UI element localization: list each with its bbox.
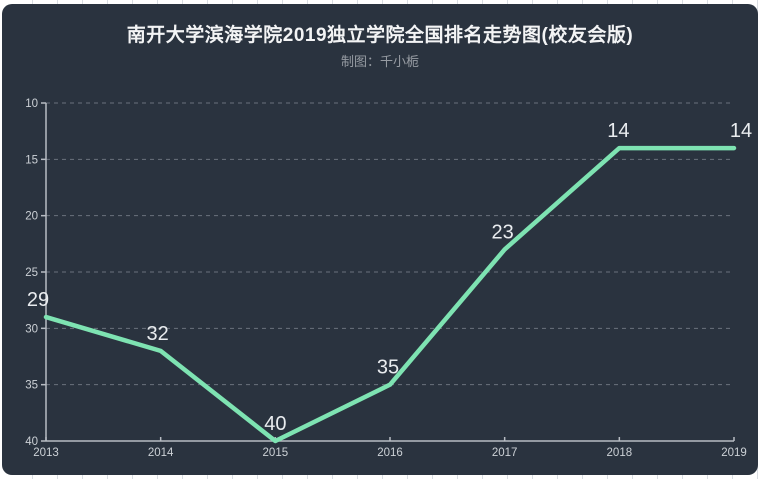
data-label: 14: [730, 120, 752, 142]
y-tick-label: 25: [25, 267, 38, 279]
data-label: 23: [492, 221, 514, 243]
chart-title: 南开大学滨海学院2019独立学院全国排名走势图(校友会版): [126, 25, 634, 46]
y-tick-label: 20: [25, 211, 38, 223]
y-tick-label: 35: [25, 380, 38, 392]
y-tick-label: 30: [25, 323, 38, 335]
data-label: 35: [377, 357, 399, 379]
x-tick-label: 2017: [492, 447, 518, 459]
data-label: 29: [27, 289, 49, 311]
trend-line: [43, 145, 737, 444]
x-tick-label: 2015: [263, 447, 289, 459]
y-tick-label: 40: [25, 436, 38, 448]
chart-panel[interactable]: 南开大学滨海学院2019独立学院全国排名走势图(校友会版) 制图：千小栀 10 1…: [2, 4, 758, 475]
x-tick-label: 2014: [148, 447, 174, 459]
chart-subtitle: 制图：千小栀: [340, 54, 419, 69]
y-tick-label: 10: [25, 98, 38, 110]
x-tick-label: 2019: [721, 447, 747, 459]
data-label: 40: [264, 413, 286, 435]
data-label: 32: [147, 323, 169, 345]
x-tick-label: 2018: [607, 447, 633, 459]
x-tick-label: 2013: [33, 447, 59, 459]
y-tick-label: 15: [25, 154, 38, 166]
data-label: 14: [607, 120, 629, 142]
x-tick-label: 2016: [377, 447, 403, 459]
